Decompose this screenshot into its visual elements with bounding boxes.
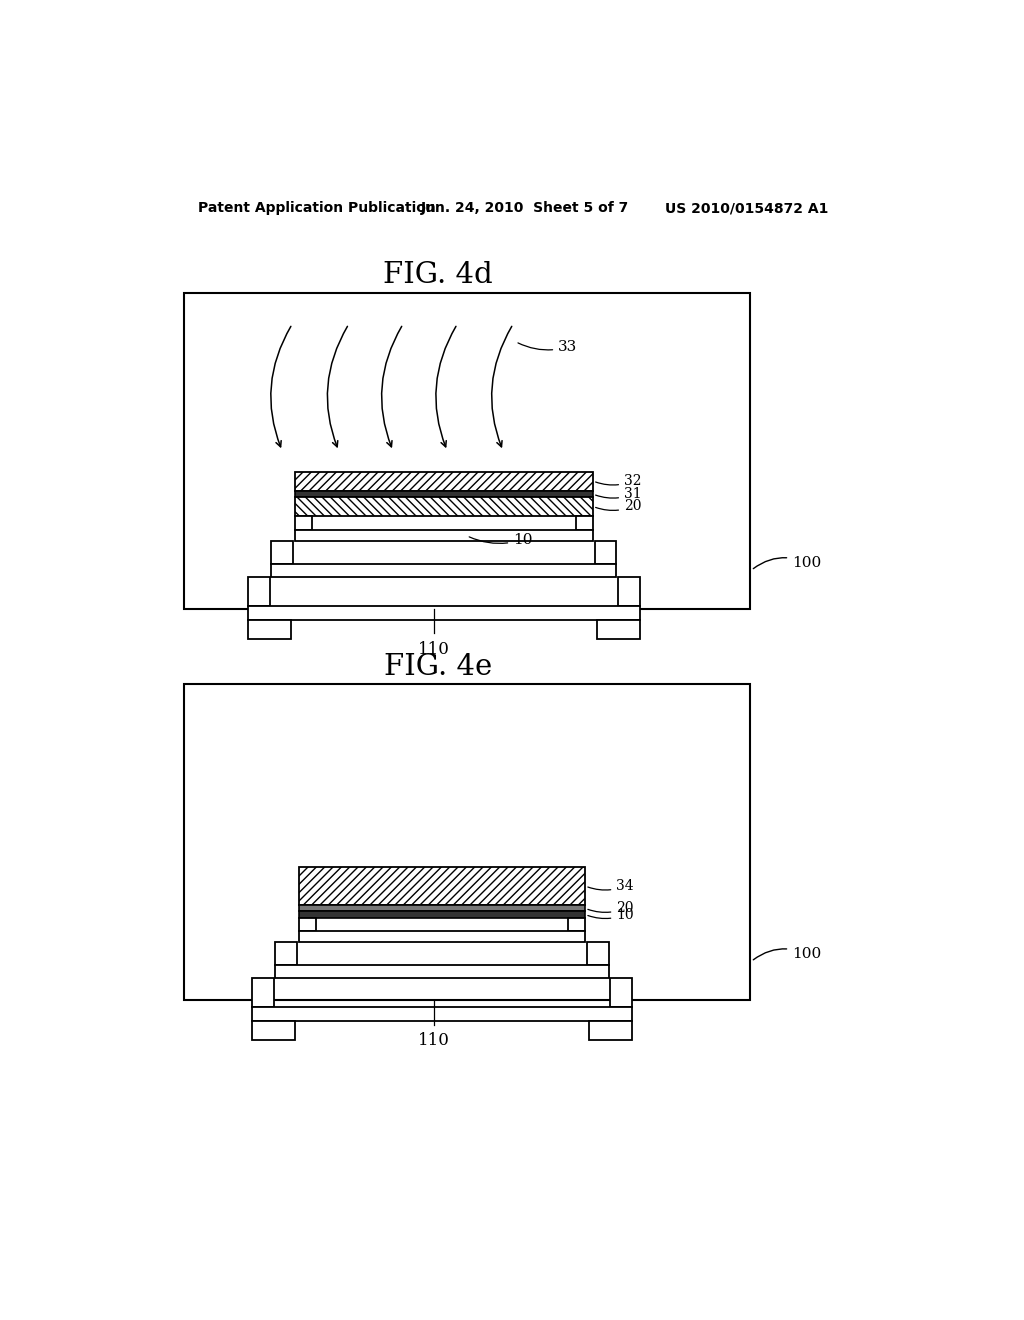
Bar <box>252 978 273 1007</box>
Text: 20: 20 <box>588 902 634 915</box>
Bar <box>589 1020 632 1040</box>
Text: 34: 34 <box>588 879 634 894</box>
Text: 20: 20 <box>596 499 641 513</box>
Bar <box>295 531 593 541</box>
Bar <box>295 471 593 491</box>
Bar <box>248 577 270 606</box>
Bar <box>587 942 608 965</box>
Text: 33: 33 <box>518 341 578 354</box>
Bar <box>568 917 586 932</box>
Bar <box>299 906 586 911</box>
Bar <box>575 516 593 531</box>
Text: 110: 110 <box>418 642 451 659</box>
Bar <box>295 516 311 531</box>
Bar <box>299 932 586 942</box>
Bar <box>275 965 608 978</box>
Bar <box>275 942 297 965</box>
Bar <box>248 606 640 619</box>
Text: 10: 10 <box>588 908 634 921</box>
Text: FIG. 4e: FIG. 4e <box>384 652 493 681</box>
Bar <box>595 541 616 564</box>
Text: 100: 100 <box>754 556 821 570</box>
Text: 31: 31 <box>596 487 642 502</box>
Bar <box>183 293 750 609</box>
Bar <box>295 498 593 516</box>
Text: Patent Application Publication: Patent Application Publication <box>198 202 435 215</box>
Text: 110: 110 <box>418 1032 451 1049</box>
Bar <box>248 619 291 639</box>
Text: 32: 32 <box>596 474 641 488</box>
Bar <box>252 1020 295 1040</box>
Bar <box>183 684 750 1001</box>
Bar <box>252 1007 632 1020</box>
Bar <box>271 564 616 577</box>
Bar <box>597 619 640 639</box>
Text: 100: 100 <box>754 946 821 961</box>
Bar <box>299 867 586 906</box>
Text: US 2010/0154872 A1: US 2010/0154872 A1 <box>665 202 828 215</box>
Text: Jun. 24, 2010  Sheet 5 of 7: Jun. 24, 2010 Sheet 5 of 7 <box>421 202 629 215</box>
Bar <box>617 577 640 606</box>
Bar <box>299 917 315 932</box>
Bar <box>610 978 632 1007</box>
Text: 10: 10 <box>469 532 532 546</box>
Bar <box>295 491 593 498</box>
Text: FIG. 4d: FIG. 4d <box>383 261 493 289</box>
Bar <box>299 911 586 917</box>
Bar <box>271 541 293 564</box>
